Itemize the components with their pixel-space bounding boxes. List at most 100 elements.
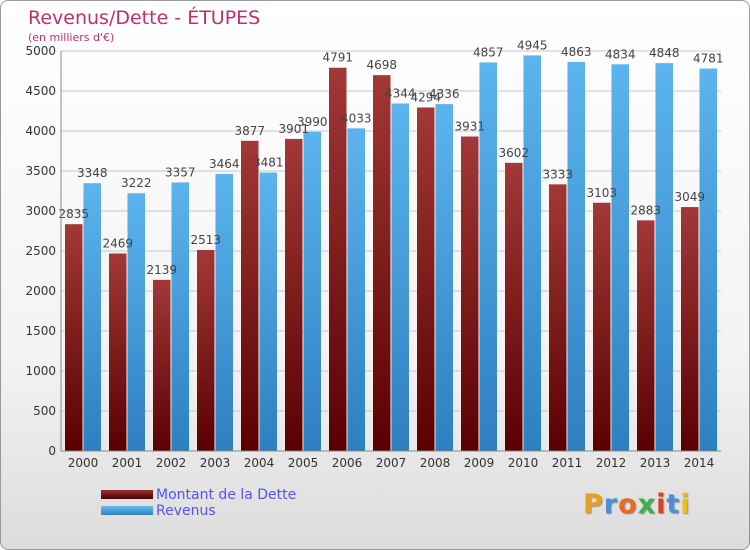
revenue-bar [215,173,233,451]
debt-bar [65,224,83,451]
debt-bar-value-label: 2513 [190,233,221,247]
y-tick-label: 3000 [25,204,56,218]
revenue-bar-value-label: 4344 [385,86,416,100]
y-tick-label: 2500 [25,244,56,258]
y-axis-ticks: 0 500 1000 1500 2000 2500 3000 3500 4000 4500 5000 [25,44,56,458]
revenue-bar-value-label: 4336 [429,87,460,101]
x-tick-label: 2011 [552,456,583,470]
x-tick-label: 2005 [288,456,319,470]
debt-bar [109,253,127,451]
revenue-bar-value-label: 4033 [341,111,372,125]
legend-swatch-revenue [101,506,153,515]
value-labels: 2835 3348 2469 3222 2139 3357 2513 3464 3877 3481… [58,38,723,276]
proxiti-logo: Proxiti [583,489,691,520]
debt-bar [417,107,435,451]
revenue-bar-value-label: 3464 [209,157,240,171]
revenue-bar-value-label: 3222 [121,176,152,190]
y-tick-label: 5000 [25,44,56,58]
debt-bar-value-label: 2835 [58,207,89,221]
x-tick-label: 2004 [244,456,275,470]
axes [60,51,721,452]
logo-letter: i [680,489,691,520]
debt-bar-value-label: 2469 [102,236,133,250]
debt-bar [593,202,611,451]
x-tick-label: 2014 [684,456,715,470]
revenue-bar [83,183,101,451]
revenue-bar [347,128,365,452]
chart-title: Revenus/Dette - ÉTUPES [28,7,261,29]
debt-bar [637,220,655,451]
debt-bar-value-label: 3103 [586,186,617,200]
revenue-bar-value-label: 4834 [605,47,636,61]
debt-bar-value-label: 4791 [322,51,353,65]
legend-label-debt: Montant de la Dette [156,487,297,503]
debt-bar-value-label: 3901 [278,122,309,136]
debt-bar [549,184,567,452]
chart-subtitle: (en milliers d'€) [28,31,115,44]
debt-bar-value-label: 2139 [146,263,177,277]
debt-bar-value-label: 3877 [234,124,265,138]
debt-bar [681,207,699,451]
debt-bar-value-label: 4294 [410,90,441,104]
x-tick-label: 2003 [200,456,231,470]
x-tick-label: 2002 [156,456,187,470]
logo-letter: x [637,489,657,520]
revenue-bar [655,63,673,451]
revenue-bar-value-label: 3990 [297,115,328,129]
revenue-bar [127,193,145,452]
x-tick-label: 2009 [464,456,495,470]
y-tick-label: 3500 [25,164,56,178]
y-tick-label: 0 [48,444,56,458]
revenue-bar-value-label: 4781 [693,52,724,66]
y-tick-label: 4500 [25,84,56,98]
legend-swatch-debt [101,490,153,499]
debt-bar [461,136,479,451]
logo-letter: o [618,489,638,520]
logo-letter: P [583,489,604,520]
legend-label-revenue: Revenus [156,503,216,519]
x-tick-label: 2000 [68,456,99,470]
revenue-bar [523,55,541,452]
x-tick-label: 2013 [640,456,671,470]
debt-bar [197,249,215,451]
y-tick-label: 1500 [25,324,56,338]
revenue-bar-value-label: 3348 [77,166,108,180]
revenue-bar-value-label: 4857 [473,45,504,59]
grid-lines [61,50,721,452]
y-tick-label: 4000 [25,124,56,138]
debt-bar [153,279,171,451]
revenue-bar-value-label: 3481 [253,156,284,170]
revenue-bar [303,131,321,452]
debt-bar-value-label: 3931 [454,120,485,134]
x-tick-label: 2012 [596,456,627,470]
revenue-bar-value-label: 4848 [649,46,680,60]
debt-bar [505,162,523,451]
y-tick-label: 2000 [25,284,56,298]
debt-bar-value-label: 3049 [674,190,705,204]
revenue-bar [699,68,717,452]
x-axis-ticks: 2000 2001 2002 2003 2004 2005 2006 2007 2008 2009… [68,456,715,470]
x-tick-label: 2006 [332,456,363,470]
x-tick-label: 2008 [420,456,451,470]
y-tick-label: 500 [33,404,56,418]
logo-letter: t [666,489,681,520]
revenue-bar [567,61,585,452]
revenue-bar [171,182,189,451]
x-tick-label: 2001 [112,456,143,470]
debt-bar [329,67,347,451]
debt-bar-value-label: 2883 [630,203,661,217]
revenue-bar [391,103,409,451]
revenue-bar [611,64,629,451]
revenue-bar-value-label: 4863 [561,45,592,59]
revenue-bar-value-label: 3357 [165,165,196,179]
revenue-bar-value-label: 4945 [517,38,548,52]
revenue-bar [259,172,277,451]
debt-bar [285,138,303,452]
bars [65,55,717,452]
x-tick-label: 2007 [376,456,407,470]
debt-bar-value-label: 4698 [366,58,397,72]
debt-bar-value-label: 3333 [542,167,573,181]
y-tick-label: 1000 [25,364,56,378]
